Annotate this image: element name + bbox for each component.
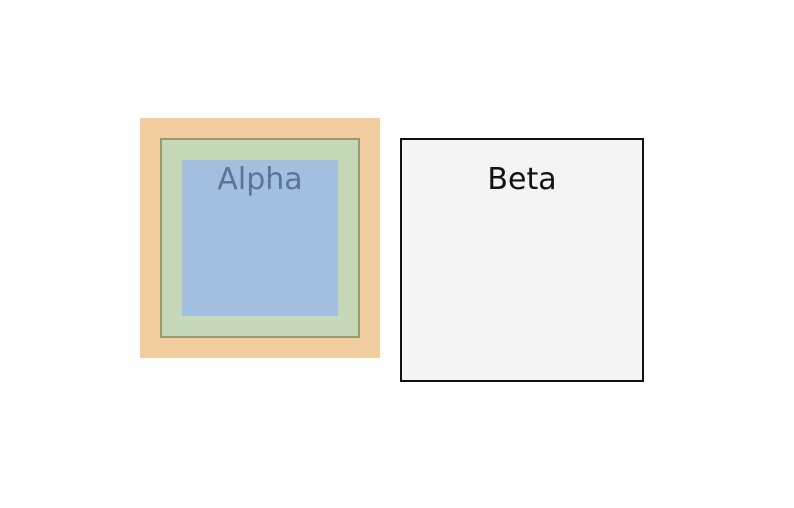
alpha-margin-area: Alpha bbox=[140, 118, 380, 358]
alpha-border-area: Alpha bbox=[160, 138, 360, 338]
beta-label: Beta bbox=[487, 162, 557, 197]
alpha-label: Alpha bbox=[217, 162, 303, 197]
alpha-content-area: Alpha bbox=[182, 160, 338, 316]
beta-box: Beta bbox=[400, 138, 644, 382]
